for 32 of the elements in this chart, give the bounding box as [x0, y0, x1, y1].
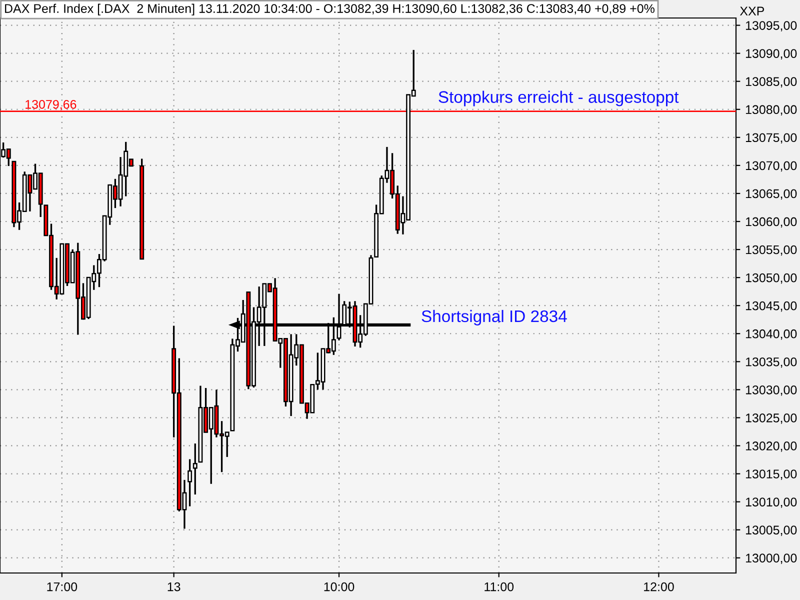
y-tick-label: 13090,00	[746, 49, 797, 60]
annotation: Shortsignal ID 2834	[422, 310, 567, 326]
ref-line-label: 13079,66	[26, 100, 76, 110]
y-tick-label: 13050,00	[746, 273, 797, 284]
y-tick-label: 13070,00	[746, 161, 797, 172]
y-axis-title: XXP	[740, 6, 764, 16]
annotation: Stoppkurs erreicht - ausgestoppt	[438, 90, 679, 106]
x-tick-label: 11:00	[484, 582, 514, 592]
y-tick-label: 13095,00	[746, 21, 797, 32]
x-tick-label: 13	[168, 582, 180, 592]
y-tick-label: 13000,00	[746, 554, 797, 564]
y-tick-label: 13005,00	[746, 526, 797, 536]
y-tick-label: 13075,00	[746, 133, 797, 144]
y-tick-label: 13040,00	[746, 329, 797, 340]
chart-title: DAX Perf. Index [.DAX 2 Minuten] 13.11.2020 10:34:00 - O:13082,39 H:13090,60 L:13082,36 C:13083,40 +0,89 +0%	[5, 4, 654, 16]
y-tick-label: 13065,00	[746, 189, 797, 200]
y-tick-label: 13030,00	[746, 385, 797, 396]
y-tick-label: 13060,00	[746, 217, 797, 228]
y-tick-label: 13010,00	[746, 498, 797, 508]
y-tick-label: 13015,00	[746, 470, 797, 480]
y-tick-label: 13025,00	[746, 414, 797, 424]
y-tick-label: 13035,00	[746, 357, 797, 368]
x-tick-label: 12:00	[644, 582, 674, 592]
y-tick-label: 13020,00	[746, 442, 797, 452]
y-tick-label: 13055,00	[746, 245, 797, 256]
candlestick	[192, 442, 198, 496]
x-tick-label: 10:00	[324, 582, 354, 592]
y-tick-label: 13080,00	[746, 105, 797, 116]
candlestick	[188, 458, 192, 508]
x-tick-label: 17:00	[47, 582, 78, 592]
y-tick-label: 13085,00	[746, 77, 797, 88]
y-tick-label: 13045,00	[746, 301, 797, 312]
